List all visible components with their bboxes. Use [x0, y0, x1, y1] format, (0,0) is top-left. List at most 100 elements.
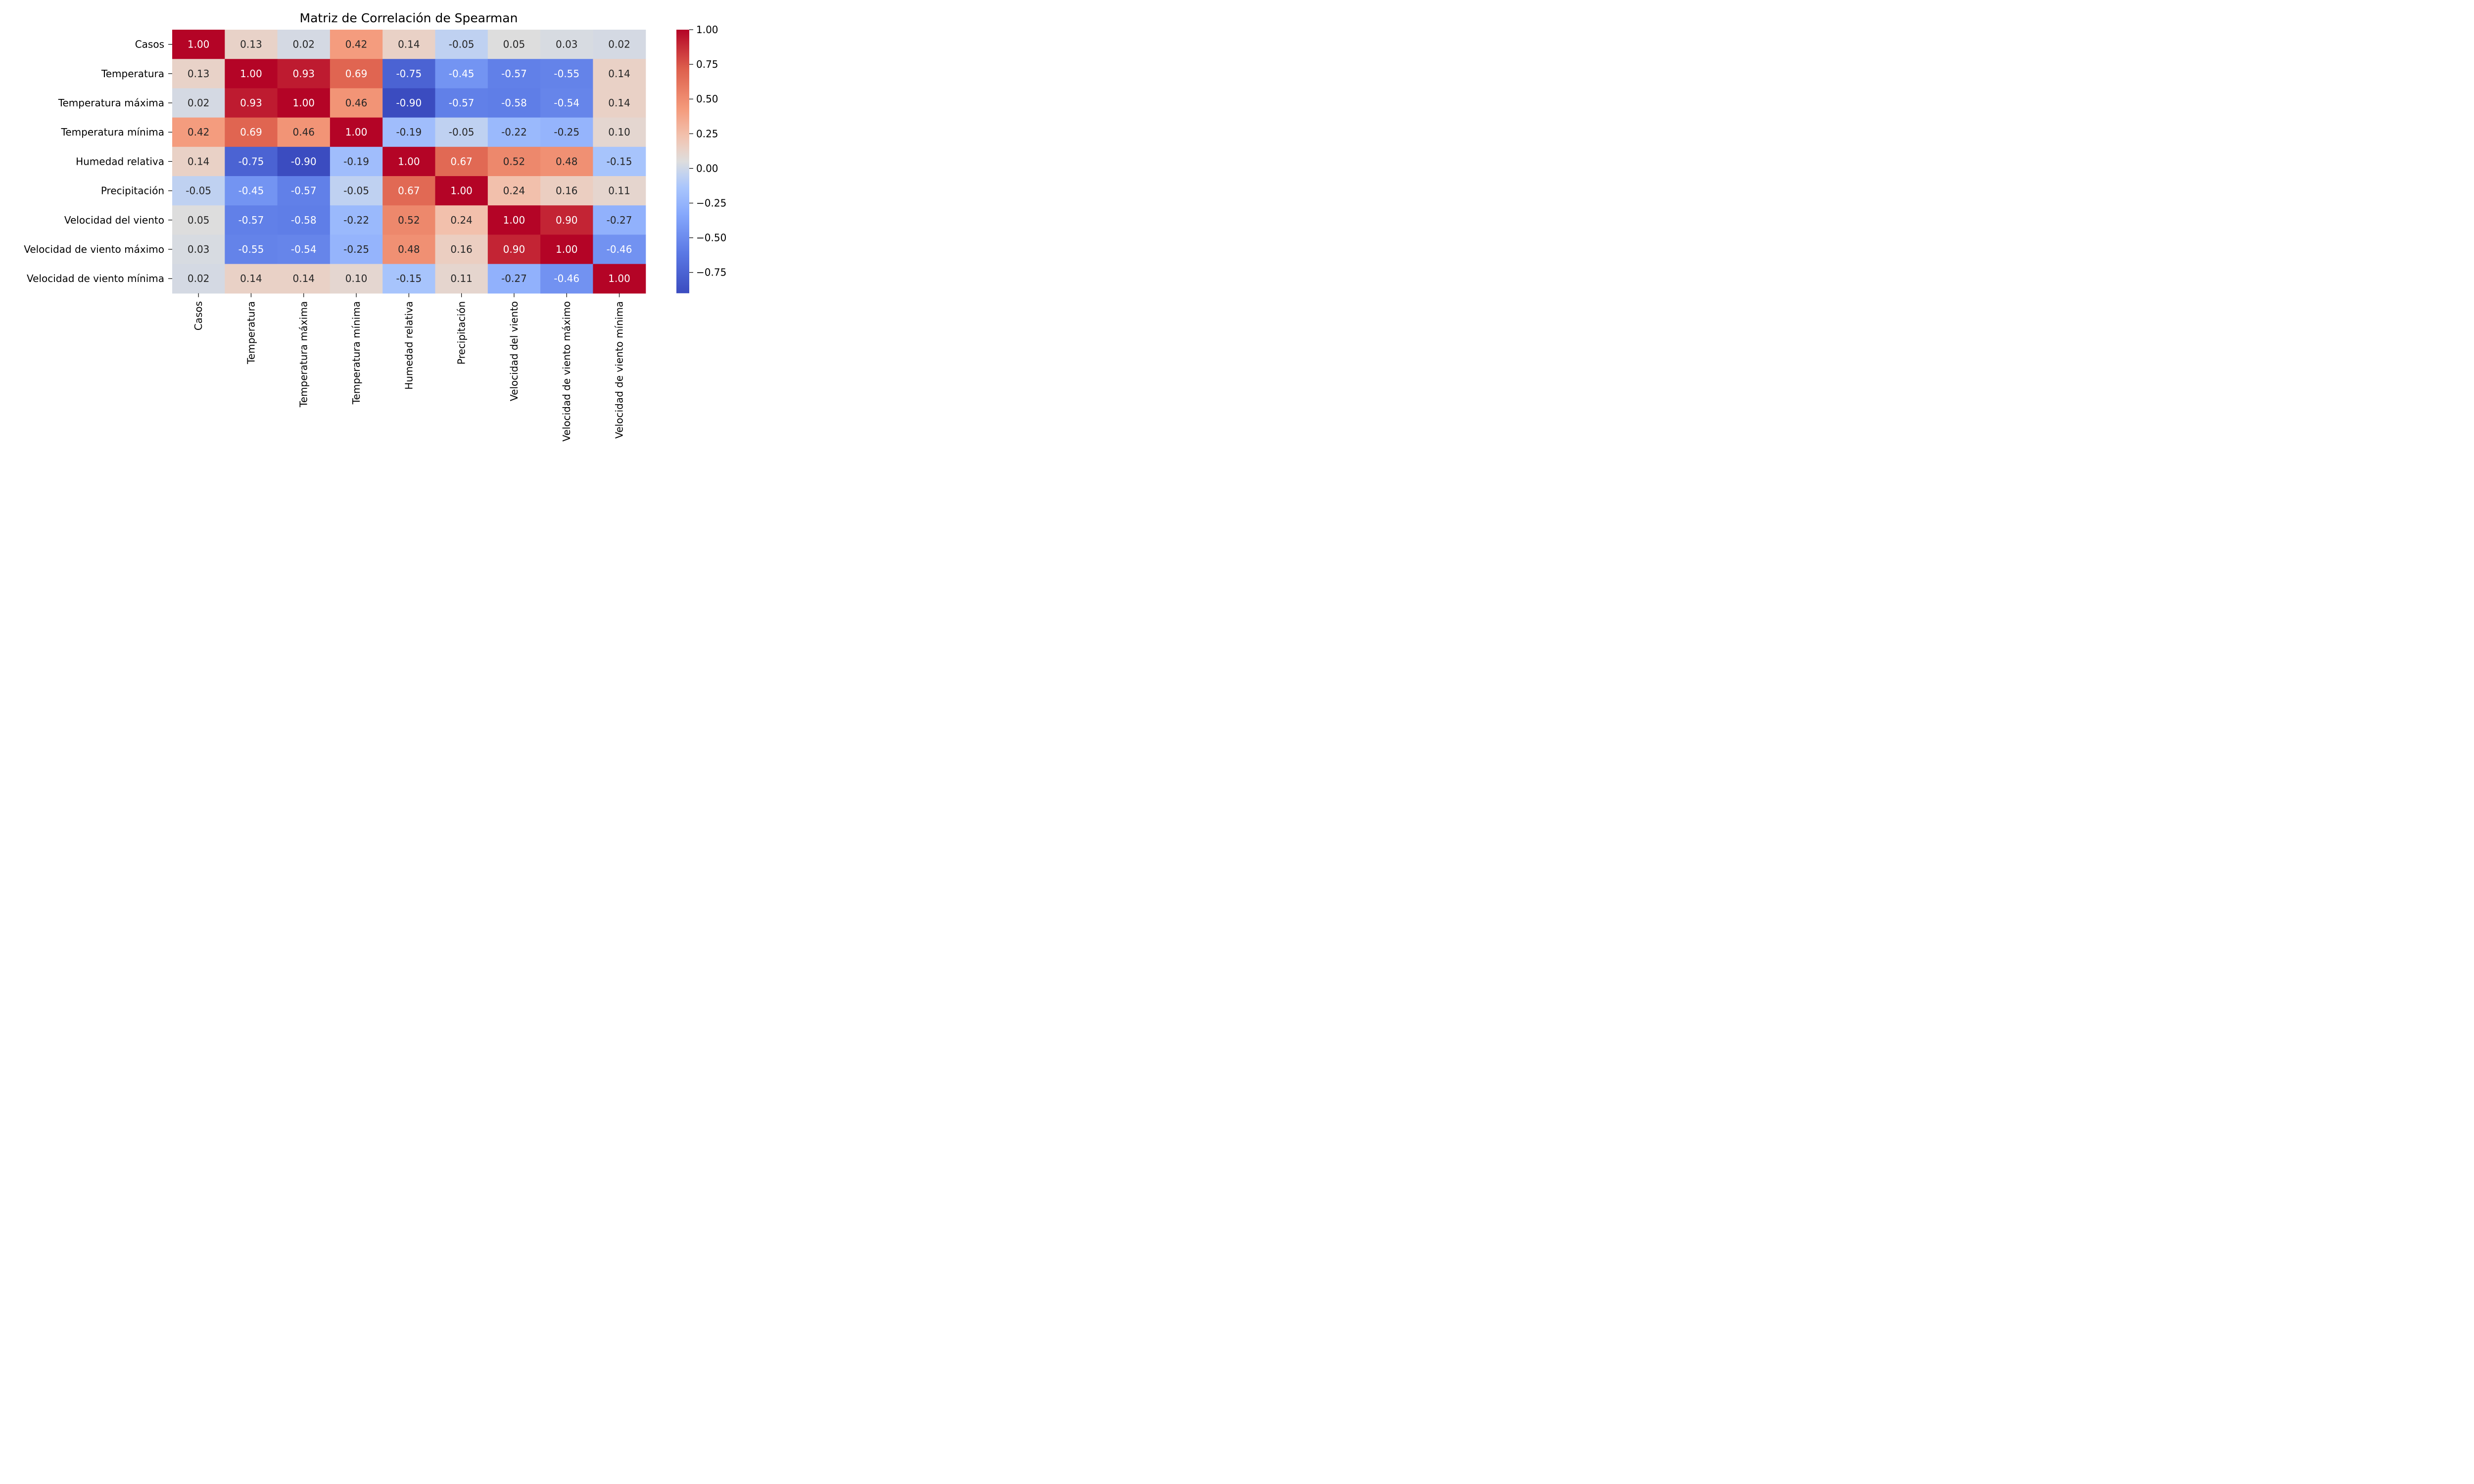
cell-value-label: 0.46: [345, 97, 368, 109]
cell-value-label: 1.00: [240, 68, 262, 80]
cell-value-label: -0.25: [554, 126, 579, 138]
cell-value-label: -0.27: [501, 273, 527, 284]
heatmap-cell: [225, 59, 278, 89]
heatmap-cell: [382, 59, 436, 89]
heatmap-cell: [382, 88, 436, 118]
row-label: Precipitación: [101, 185, 164, 197]
cell-value-label: 0.05: [503, 39, 525, 50]
heatmap-cell: [225, 234, 278, 265]
cell-value-label: 0.10: [608, 126, 630, 138]
cell-value-label: 0.67: [450, 155, 473, 167]
heatmap-cell: [172, 264, 225, 294]
cell-value-label: 0.16: [450, 243, 473, 255]
cell-value-label: -0.57: [291, 185, 317, 197]
heatmap-cell: [540, 117, 593, 147]
cell-value-label: -0.22: [501, 126, 527, 138]
heatmap-cell: [330, 205, 383, 235]
cell-value-label: 0.90: [556, 214, 578, 226]
cell-value-label: -0.45: [449, 68, 475, 80]
colorbar-tick-label: −0.50: [696, 232, 726, 244]
heatmap-cell: [540, 146, 593, 177]
cell-value-label: 0.03: [188, 243, 210, 255]
heatmap-cell: [593, 117, 646, 147]
heatmap-cell: [540, 205, 593, 235]
heatmap-cell: [277, 205, 331, 235]
heatmap-cell: [277, 59, 331, 89]
heatmap-cell: [277, 264, 331, 294]
cell-value-label: -0.46: [554, 273, 579, 284]
cell-value-label: 0.93: [240, 97, 262, 109]
heatmap-cell: [225, 30, 278, 59]
cell-value-label: 0.46: [292, 126, 315, 138]
heatmap-cell: [330, 234, 383, 265]
cell-value-label: 0.02: [292, 39, 315, 50]
cell-value-label: 1.00: [345, 126, 368, 138]
cell-value-label: 0.69: [345, 68, 368, 80]
heatmap-cell: [487, 176, 541, 206]
row-label: Temperatura máxima: [58, 97, 164, 109]
cell-value-label: -0.55: [554, 68, 579, 80]
cell-value-label: -0.05: [449, 39, 475, 50]
heatmap-cell: [277, 117, 331, 147]
heatmap-cell: [382, 176, 436, 206]
heatmap-cell: [172, 234, 225, 265]
heatmap-cell: [225, 205, 278, 235]
cell-value-label: 1.00: [503, 214, 525, 226]
cell-value-label: -0.75: [238, 155, 264, 167]
cell-value-label: 0.52: [503, 155, 525, 167]
cell-value-label: -0.75: [396, 68, 422, 80]
column-label: Velocidad del viento: [508, 301, 520, 401]
cell-value-label: -0.19: [396, 126, 422, 138]
column-label: Precipitación: [456, 301, 468, 365]
heatmap-chart: Matriz de Correlación de Spearman 1.00 0.…: [24, 11, 726, 442]
heatmap-cell: [593, 30, 646, 59]
cell-value-label: 0.14: [292, 273, 315, 284]
cell-value-label: 0.48: [556, 155, 578, 167]
heatmap-cell: [435, 88, 488, 118]
heatmap-cell: [593, 234, 646, 265]
cell-value-label: 0.14: [240, 273, 262, 284]
cell-value-label: -0.27: [607, 214, 632, 226]
row-label: Temperatura mínima: [61, 126, 164, 138]
heatmap-cell: [540, 264, 593, 294]
heatmap-cell: [540, 88, 593, 118]
cell-value-label: -0.55: [238, 243, 264, 255]
colorbar-tick-label: 0.25: [696, 128, 718, 139]
heatmap-cell: [487, 234, 541, 265]
heatmap-cell: [435, 205, 488, 235]
heatmap-cell: [382, 264, 436, 294]
column-label: Temperatura: [245, 301, 257, 365]
cell-value-label: 0.42: [345, 39, 368, 50]
heatmap-cell: [487, 264, 541, 294]
heatmap-cell: [382, 205, 436, 235]
cell-value-label: 0.93: [292, 68, 315, 80]
cell-value-label: 0.48: [398, 243, 420, 255]
heatmap-cell: [435, 117, 488, 147]
cell-value-label: -0.57: [501, 68, 527, 80]
cell-value-label: -0.05: [186, 185, 211, 197]
cell-value-label: 0.52: [398, 214, 420, 226]
column-labels: Casos Temperatura Temperatura máxima Temper…: [192, 293, 625, 442]
heatmap-cell: [330, 117, 383, 147]
heatmap-cell: [330, 146, 383, 177]
heatmap-cell: [487, 205, 541, 235]
cell-value-label: 0.14: [608, 97, 630, 109]
heatmap-cell: [225, 88, 278, 118]
column-label: Temperatura mínima: [350, 301, 362, 405]
cell-value-label: 0.14: [608, 68, 630, 80]
heatmap-cell: [540, 234, 593, 265]
heatmap-cell: [382, 234, 436, 265]
column-label: Humedad relativa: [403, 301, 415, 390]
row-label: Temperatura: [101, 68, 164, 80]
heatmap-cell: [172, 59, 225, 89]
heatmap-cell: [540, 30, 593, 59]
cell-value-label: -0.22: [343, 214, 369, 226]
heatmap-cell: [487, 146, 541, 177]
column-label: Temperatura máxima: [298, 301, 310, 408]
cell-value-label: -0.15: [396, 273, 422, 284]
heatmap-cell: [277, 234, 331, 265]
heatmap-cell: [277, 88, 331, 118]
row-label: Velocidad de viento mínima: [27, 273, 164, 284]
cell-value-label: -0.54: [291, 243, 317, 255]
heatmap-cell: [225, 264, 278, 294]
